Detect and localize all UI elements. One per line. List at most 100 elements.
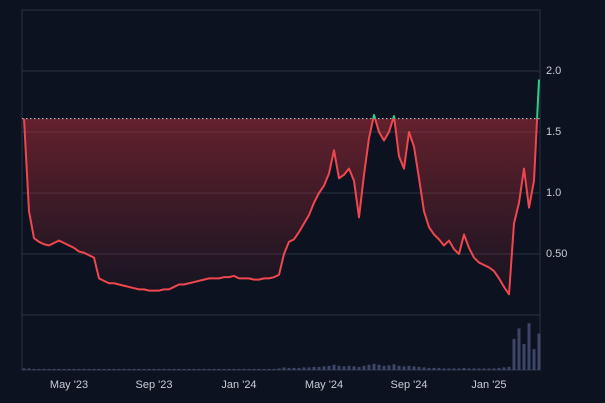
volume-bar [132,368,136,370]
volume-bar [257,368,261,370]
volume-bar [492,368,496,370]
volume-bar [127,368,131,370]
volume-bar [107,368,111,370]
volume-bar [177,368,181,370]
volume-bar [422,367,426,370]
volume-bar [502,367,506,370]
volume-bar [467,368,471,370]
volume-bar [297,367,301,370]
volume-bar [512,338,516,370]
x-tick-label: Jan '25 [471,379,506,391]
volume-bar [197,368,201,370]
volume-bar [282,367,286,370]
volume-bar [62,368,66,370]
y-tick-label: 1.0 [546,187,561,199]
volume-bar [192,368,196,370]
volume-bar [272,368,276,370]
volume-bar [72,368,76,370]
volume-bar [172,368,176,370]
volume-bar [487,368,491,370]
volume-bar [142,368,146,370]
volume-bar [532,349,536,370]
volume-bar [87,368,91,370]
volume-bar [42,368,46,370]
volume-bar [382,365,386,370]
x-tick-label: May '23 [50,379,88,391]
volume-bar [102,368,106,370]
volume-bar [92,368,96,370]
volume-bar [317,366,321,370]
volume-bar [302,367,306,370]
volume-bar [137,368,141,370]
volume-bar [267,368,271,370]
volume-bar [322,366,326,370]
volume-bar [307,367,311,370]
volume-bar [507,366,511,370]
volume-bar [347,365,351,370]
line-down [23,118,539,296]
volume-bar [77,368,81,370]
volume-bar [327,365,331,370]
volume-bar [537,333,541,370]
volume-bar [337,365,341,370]
volume-bar [397,365,401,370]
volume-bar [357,366,361,370]
volume-bar [517,328,521,370]
volume-bar [247,368,251,370]
volume-bar [277,368,281,370]
volume-bar [352,366,356,370]
x-tick-label: Jan '24 [221,379,256,391]
volume-bar [27,368,31,370]
volume-bar [402,366,406,370]
volume-bar [462,367,466,370]
volume-bar [217,368,221,370]
volume-bar [232,368,236,370]
volume-bar [242,368,246,370]
volume-bar [57,368,61,370]
volume-bar [32,368,36,370]
volume-bar [437,367,441,370]
volume-bar [452,368,456,370]
volume-bar [112,368,116,370]
plot-frame [21,9,541,371]
y-tick-label: 0.50 [546,248,567,260]
volume-bar [97,368,101,370]
volume-bar [362,365,366,370]
volume-bar [122,368,126,370]
volume-bar [117,368,121,370]
volume-bar [482,368,486,370]
volume-bar [497,367,501,370]
volume-bar [22,368,26,370]
volume-bar [342,366,346,370]
volume-bar [147,368,151,370]
volume-bar [522,344,526,370]
volume-bar [222,368,226,370]
volume-bar [207,368,211,370]
volume-bar [82,368,86,370]
volume-bar [162,368,166,370]
area [24,118,538,295]
volume-bar [412,366,416,370]
volume-bar [237,368,241,370]
volume-bar [287,367,291,370]
volume-bar [262,368,266,370]
volume-bar [227,368,231,370]
volume-bar [472,368,476,370]
volume-bar [372,363,376,370]
volume-bar [37,368,41,370]
y-tick-label: 2.0 [546,65,561,77]
volume-bar [432,367,436,370]
y-tick-label: 1.5 [546,126,561,138]
volume-bar [447,368,451,370]
volume-bar [332,364,336,370]
volume-bar [457,368,461,370]
x-tick-label: May '24 [305,379,343,391]
volume-bar [187,368,191,370]
volume-bar [417,366,421,370]
volume-bar [167,368,171,370]
volume-bar [67,368,71,370]
volume-bar [52,368,56,370]
volume-bar [527,323,531,370]
x-tick-label: Sep '24 [391,379,428,391]
